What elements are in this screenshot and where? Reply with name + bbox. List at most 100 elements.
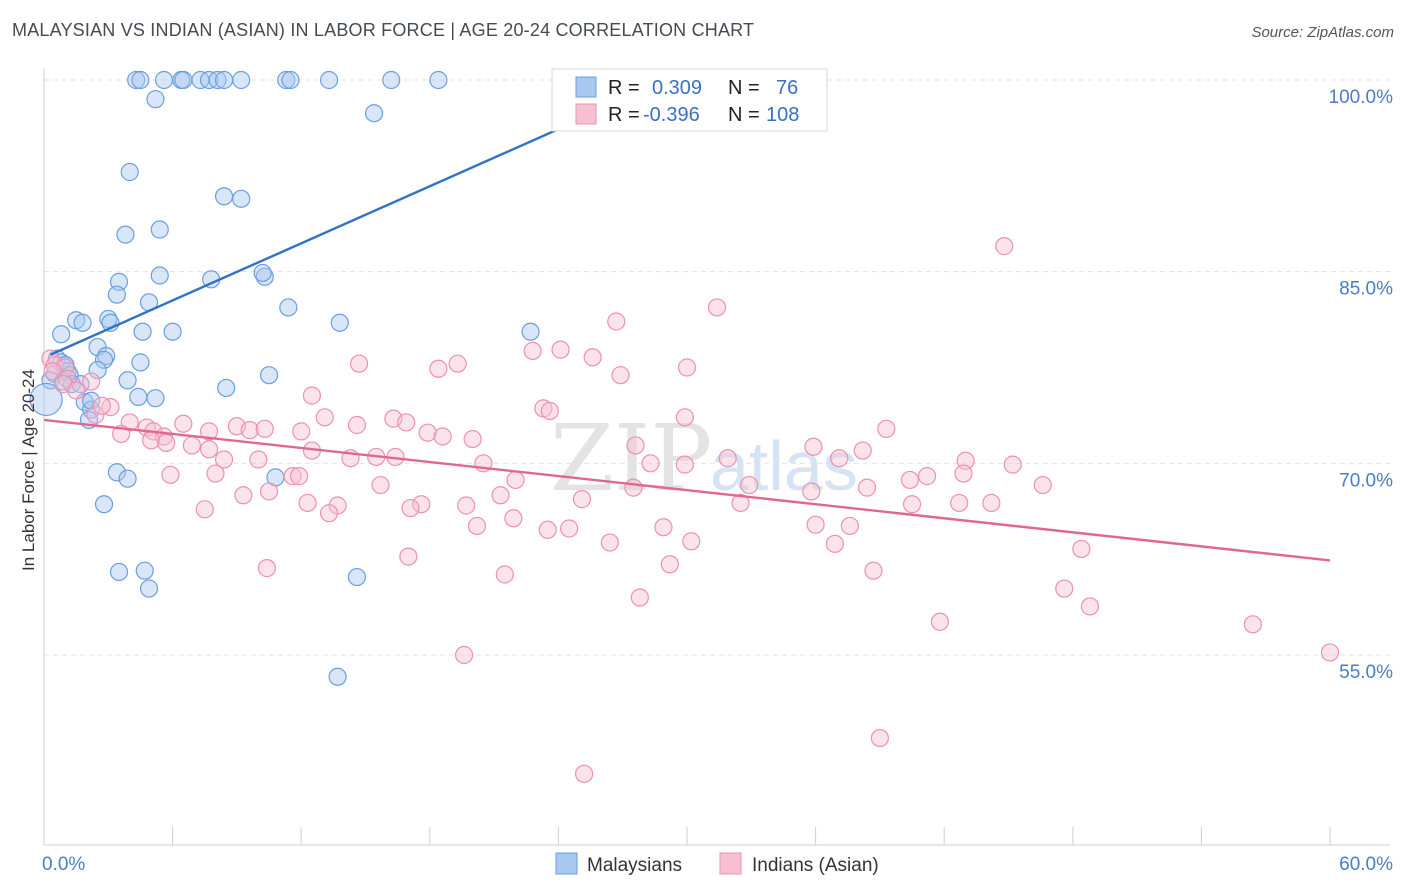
indian-point-10 [349,354,369,373]
malaysian-point-59 [129,387,148,406]
legend-swatch-blue [575,76,597,98]
indian-point-77 [1033,475,1052,495]
legend-n-value-2: 108 [766,104,799,126]
indian-point-106 [257,559,277,578]
malaysian-point-25 [253,263,272,283]
indian-point-93 [319,504,339,523]
indian-point-78 [371,475,390,495]
malaysian-point-4 [174,70,193,90]
indian-point-21 [92,396,111,415]
indian-point-47 [182,436,201,455]
malaysian-point-72 [328,667,347,686]
legend-n-label-2: N = [728,104,760,126]
indian-point-3 [523,341,542,360]
y-tick-label-3: 100.0% [1329,87,1394,108]
indian-point-92 [195,500,214,519]
indian-point-1 [707,298,727,317]
indian-point-88 [731,493,750,513]
indian-point-24 [540,401,559,421]
indian-point-5 [583,348,602,367]
malaysian-point-56 [217,378,236,398]
indian-point-57 [641,454,660,473]
indian-point-99 [806,515,825,534]
indian-point-116 [454,645,474,665]
indian-point-59 [718,449,737,468]
indian-point-30 [877,419,896,438]
indian-point-29 [675,408,694,427]
x-tick-label-1: 60.0% [1339,854,1393,875]
indian-point-112 [1080,597,1100,616]
indian-point-62 [214,450,234,469]
indian-point-71 [900,470,920,490]
indian-point-18 [82,372,101,391]
indian-point-85 [457,496,476,515]
malaysian-point-37 [133,322,152,341]
malaysian-point-36 [52,325,71,344]
malaysian-point-8 [214,70,234,90]
indian-point-48 [199,440,219,459]
malaysian-point-69 [135,561,154,580]
indian-point-20 [86,405,105,424]
legend-label-malaysians: Malaysians [587,855,682,876]
indian-point-43 [433,427,452,446]
watermark-zip: ZIP [550,405,712,512]
x-tick-label-0: 0.0% [42,854,85,875]
malaysian-point-1 [131,70,150,90]
indian-point-74 [740,475,759,495]
indian-point-113 [930,612,950,631]
chart-title: MALAYSIAN VS INDIAN (ASIAN) IN LABOR FOR… [12,20,755,40]
indian-point-104 [1072,539,1091,559]
indian-point-17 [67,381,86,400]
indian-point-111 [630,588,649,607]
legend-n-label-1: N = [728,77,760,99]
indian-point-58 [675,455,694,474]
indian-point-79 [234,486,253,505]
indian-point-84 [401,498,420,518]
tick-labels: 55.0% 70.0% 85.0% 100.0% 0.0% 60.0% [42,87,1393,875]
indian-point-96 [538,520,557,539]
malaysian-point-68 [109,562,129,582]
indian-point-86 [491,486,510,505]
malaysian-point-62 [82,391,101,410]
indian-point-14 [43,362,62,381]
indian-point-65 [206,464,225,483]
malaysian-point-7 [208,70,227,90]
indian-point-109 [495,565,514,584]
indian-point-103 [825,534,844,553]
indian-point-105 [399,547,418,566]
indian-point-7 [429,359,448,378]
indian-point-81 [298,493,317,513]
malaysian-point-50 [259,366,279,385]
indian-point-6 [677,358,697,377]
indian-point-51 [804,437,823,456]
indian-point-100 [840,516,859,536]
malaysian-point-67 [94,495,114,514]
indian-point-25 [315,408,334,427]
malaysian-point-17 [120,162,139,182]
malaysian-point-38 [163,322,182,341]
malaysian-point-21 [150,220,169,239]
indian-point-118 [575,764,594,783]
indian-point-52 [853,441,872,460]
indian-point-110 [1055,579,1074,598]
indian-point-75 [802,482,821,501]
malaysian-point-29 [279,298,298,317]
indian-point-42 [418,423,437,442]
legend-swatch-pink [575,103,597,125]
indian-point-97 [560,519,579,538]
indian-point-63 [249,450,268,469]
data-points [29,70,1340,783]
indians-trend-line [43,418,1331,562]
malaysian-point-55 [118,371,137,390]
y-tick-label-0: 55.0% [1339,662,1393,683]
indian-point-69 [954,464,973,483]
malaysian-point-49 [88,360,107,380]
indian-point-39 [255,419,274,438]
malaysian-point-14 [429,70,448,90]
malaysian-point-27 [107,285,126,304]
indian-point-108 [864,561,883,580]
indian-point-67 [289,467,309,486]
indian-point-2 [607,312,626,331]
indian-point-38 [240,421,259,440]
